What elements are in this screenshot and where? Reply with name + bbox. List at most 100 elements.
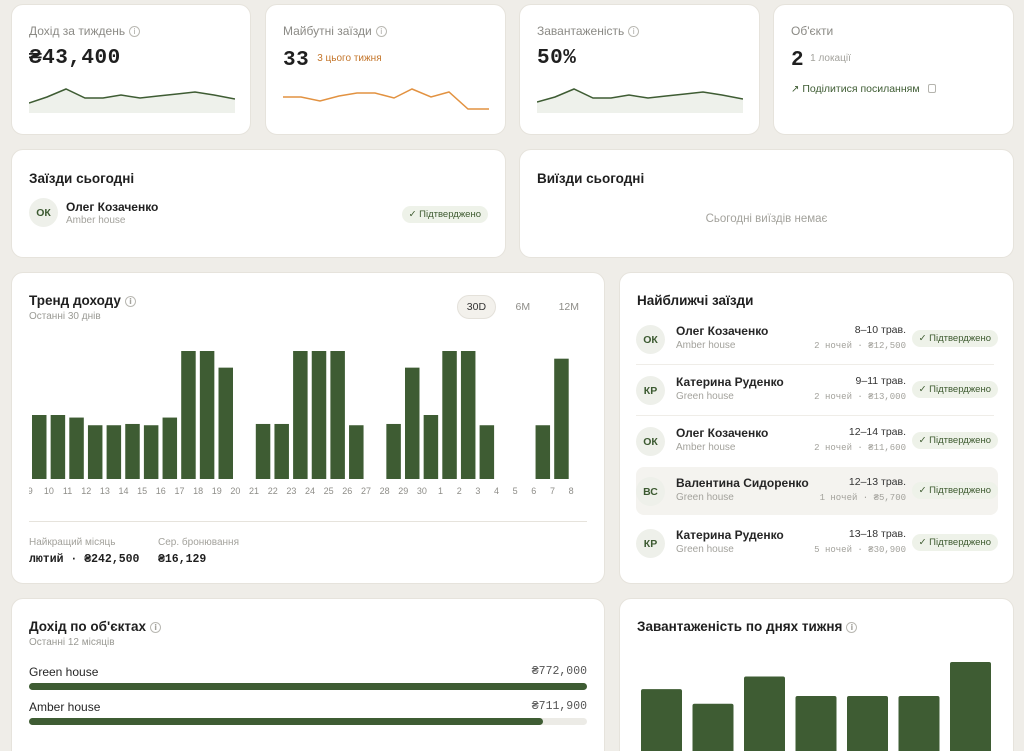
progress-track	[29, 683, 587, 690]
stat-value: 33 3 цього тижня	[283, 49, 382, 72]
tab-12m[interactable]: 12M	[558, 301, 579, 313]
progress-fill	[29, 718, 544, 725]
x-tick-label: 20	[230, 486, 240, 496]
chart-bar[interactable]	[554, 358, 569, 479]
revenue-by-property-card: Дохід по об'єктах i Останні 12 місяців Gr…	[11, 598, 605, 751]
tab-6m[interactable]: 6M	[515, 301, 531, 313]
chart-bar[interactable]	[218, 367, 234, 479]
card-title: Тренд доходу i	[29, 293, 136, 308]
chart-bar[interactable]	[330, 351, 345, 479]
stat-value: 50%	[537, 47, 577, 70]
weekday-occupancy-chart	[641, 662, 991, 751]
property-revenue: ₴711,900	[531, 700, 587, 713]
weekday-bar[interactable]	[795, 695, 837, 751]
chart-bar[interactable]	[162, 417, 178, 479]
weekday-bar[interactable]	[847, 695, 888, 751]
status-badge: ✓ Підтверджено	[911, 381, 998, 398]
stay-dates: 9–11 трав.	[855, 375, 906, 387]
chart-bar[interactable]	[479, 425, 495, 479]
chart-bar[interactable]	[423, 415, 439, 479]
info-icon[interactable]: i	[846, 622, 858, 633]
x-tick-label: 27	[361, 486, 371, 496]
chart-bar[interactable]	[386, 423, 401, 479]
status-badge: ✓ Підтверджено	[911, 534, 998, 551]
chart-bar[interactable]	[199, 351, 215, 479]
guest-house: Amber house	[66, 215, 126, 226]
x-tick-label: 6	[531, 486, 536, 496]
x-tick-label: 10	[44, 486, 54, 496]
chart-bar[interactable]	[535, 425, 551, 479]
chart-bar[interactable]	[50, 415, 66, 479]
x-tick-label: 29	[398, 486, 408, 496]
x-tick-label: 5	[513, 486, 518, 496]
guest-house: Green house	[676, 544, 734, 555]
list-item[interactable]: ОК Олег Козаченко Amber house 12–14 трав…	[636, 417, 998, 465]
status-badge: ✓ Підтверджено	[911, 330, 998, 347]
avatar: ОК	[636, 427, 665, 456]
chart-bar[interactable]	[274, 423, 289, 479]
list-item[interactable]: КР Катерина Руденко Green house 9–11 тра…	[636, 366, 998, 414]
x-tick-label: 22	[268, 486, 278, 496]
stat-label: Дохід за тиждень i	[29, 24, 141, 38]
stat-card-upcoming-checkins: Майбутні заїзди i 33 3 цього тижня	[265, 4, 506, 135]
stat-card-occupancy: Завантаженість i 50%	[519, 4, 760, 135]
x-tick-label: 14	[118, 486, 128, 496]
card-title: Виїзди сьогодні	[537, 171, 645, 186]
guest-name: Олег Козаченко	[676, 426, 769, 440]
info-icon[interactable]: i	[628, 26, 640, 37]
stat-note: 1 локації	[810, 53, 851, 64]
chart-bar[interactable]	[349, 425, 364, 479]
sparkline-weekly-revenue	[29, 88, 235, 113]
sparkline-upcoming-checkins	[283, 88, 489, 110]
tab-30d[interactable]: 30D	[456, 295, 497, 319]
progress-fill	[29, 683, 587, 690]
best-month-value: лютий · ₴242,500	[29, 553, 140, 566]
list-item[interactable]: ОК Олег Козаченко Amber house 8–10 трав.…	[636, 315, 998, 363]
chart-bar[interactable]	[442, 351, 457, 479]
guest-house: Amber house	[676, 340, 736, 351]
chart-bar[interactable]	[32, 415, 47, 479]
stay-meta: 1 ночей · ₴5,700	[819, 493, 906, 503]
chart-bar[interactable]	[143, 425, 159, 479]
sparkline-occupancy	[537, 88, 743, 113]
chart-bar[interactable]	[87, 425, 103, 479]
chart-bar[interactable]	[405, 367, 420, 479]
info-icon[interactable]: i	[129, 26, 141, 37]
chart-bar[interactable]	[311, 351, 327, 479]
weekday-bar[interactable]	[898, 695, 940, 751]
chart-bar[interactable]	[460, 351, 476, 479]
list-item[interactable]: ВС Валентина Сидоренко Green house 12–13…	[636, 467, 998, 515]
property-name: Green house	[29, 665, 99, 679]
card-title: Найближчі заїзди	[637, 293, 754, 308]
weekday-bar[interactable]	[692, 703, 734, 751]
weekday-bar[interactable]	[641, 689, 682, 751]
card-title: Завантаженість по днях тижня i	[637, 619, 858, 634]
divider	[29, 521, 587, 522]
stay-dates: 13–18 трав.	[848, 528, 906, 540]
chart-bar[interactable]	[69, 417, 84, 479]
chart-bar[interactable]	[293, 351, 308, 479]
share-link[interactable]: ↗ Поділитися посиланням	[791, 83, 937, 95]
copy-icon[interactable]	[928, 84, 937, 93]
info-icon[interactable]: i	[375, 26, 387, 37]
stay-dates: 12–13 трав.	[848, 476, 906, 488]
list-item[interactable]: КР Катерина Руденко Green house 13–18 тр…	[636, 519, 998, 567]
chart-bar[interactable]	[181, 351, 196, 479]
stay-dates: 8–10 трав.	[854, 324, 906, 336]
stat-label: Об'єкти	[791, 24, 834, 38]
x-tick-label: 11	[63, 486, 72, 496]
guest-name[interactable]: Олег Козаченко	[66, 200, 159, 214]
info-icon[interactable]: i	[150, 622, 162, 633]
weekday-bar[interactable]	[950, 662, 991, 751]
chart-bar[interactable]	[106, 425, 122, 479]
external-link-icon: ↗	[791, 84, 800, 95]
guest-name: Валентина Сидоренко	[676, 476, 809, 490]
chart-bar[interactable]	[125, 423, 140, 479]
chart-bar[interactable]	[255, 423, 271, 479]
stay-dates: 12–14 трав.	[848, 426, 906, 438]
x-tick-label: 15	[137, 486, 147, 496]
info-icon[interactable]: i	[124, 296, 136, 307]
weekday-bar[interactable]	[744, 676, 785, 751]
